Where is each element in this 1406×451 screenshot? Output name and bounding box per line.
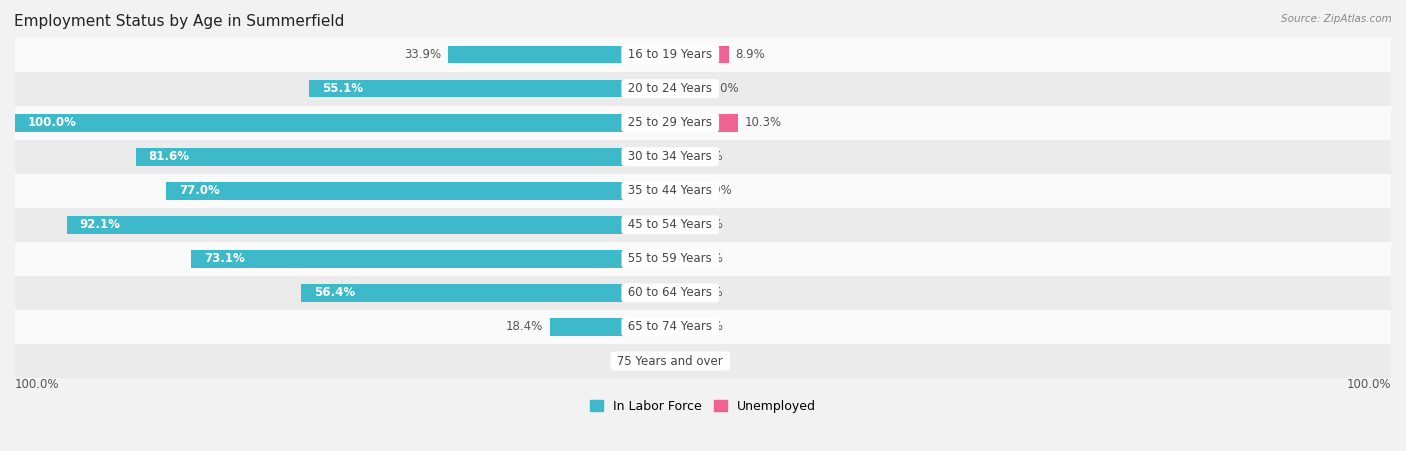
Text: 3.8%: 3.8% <box>609 354 638 368</box>
Bar <box>645 352 671 370</box>
Bar <box>15 37 1391 72</box>
Text: 100.0%: 100.0% <box>28 116 77 129</box>
Bar <box>301 284 671 302</box>
Bar <box>166 182 671 200</box>
Text: 8.9%: 8.9% <box>735 48 765 61</box>
Text: 33.9%: 33.9% <box>405 48 441 61</box>
Text: 2.1%: 2.1% <box>693 253 723 265</box>
Text: 60 to 64 Years: 60 to 64 Years <box>624 286 716 299</box>
Text: 81.6%: 81.6% <box>149 150 190 163</box>
Legend: In Labor Force, Unemployed: In Labor Force, Unemployed <box>591 400 815 413</box>
Text: 77.0%: 77.0% <box>179 184 219 197</box>
Bar <box>671 250 686 268</box>
Bar <box>15 310 1391 344</box>
Bar <box>15 276 1391 310</box>
Text: 0.0%: 0.0% <box>693 354 723 368</box>
Text: 18.4%: 18.4% <box>506 321 543 333</box>
Text: 56.4%: 56.4% <box>314 286 354 299</box>
Text: 30 to 34 Years: 30 to 34 Years <box>624 150 716 163</box>
Bar <box>15 140 1391 174</box>
Bar <box>671 46 728 64</box>
Text: 65 to 74 Years: 65 to 74 Years <box>624 321 716 333</box>
Bar <box>15 174 1391 208</box>
Text: 10.3%: 10.3% <box>744 116 782 129</box>
Bar <box>191 250 671 268</box>
Bar <box>671 80 703 97</box>
Text: 3.9%: 3.9% <box>703 184 733 197</box>
Bar <box>449 46 671 64</box>
Text: 35 to 44 Years: 35 to 44 Years <box>624 184 716 197</box>
Text: Employment Status by Age in Summerfield: Employment Status by Age in Summerfield <box>14 14 344 28</box>
Text: 0.0%: 0.0% <box>693 150 723 163</box>
Bar <box>550 318 671 336</box>
Bar <box>671 318 686 336</box>
Bar <box>15 344 1391 378</box>
Text: 16 to 19 Years: 16 to 19 Years <box>624 48 716 61</box>
Bar <box>15 114 671 132</box>
Text: Source: ZipAtlas.com: Source: ZipAtlas.com <box>1281 14 1392 23</box>
Text: 75 Years and over: 75 Years and over <box>613 354 727 368</box>
Text: 73.1%: 73.1% <box>204 253 245 265</box>
Bar <box>15 208 1391 242</box>
Text: 20 to 24 Years: 20 to 24 Years <box>624 82 716 95</box>
Bar <box>671 148 686 166</box>
Bar <box>15 106 1391 140</box>
Text: 5.0%: 5.0% <box>710 82 740 95</box>
Bar <box>309 80 671 97</box>
Text: 2.2%: 2.2% <box>693 321 723 333</box>
Bar <box>671 182 696 200</box>
Text: 25 to 29 Years: 25 to 29 Years <box>624 116 716 129</box>
Bar <box>66 216 671 234</box>
Bar <box>671 284 686 302</box>
Bar <box>135 148 671 166</box>
Bar <box>15 72 1391 106</box>
Text: 45 to 54 Years: 45 to 54 Years <box>624 218 716 231</box>
Text: 2.1%: 2.1% <box>693 218 723 231</box>
Text: 100.0%: 100.0% <box>1347 378 1391 391</box>
Bar <box>671 352 686 370</box>
Text: 55 to 59 Years: 55 to 59 Years <box>624 253 716 265</box>
Bar <box>671 114 738 132</box>
Text: 92.1%: 92.1% <box>80 218 121 231</box>
Text: 100.0%: 100.0% <box>15 378 59 391</box>
Text: 0.0%: 0.0% <box>693 286 723 299</box>
Bar <box>15 242 1391 276</box>
Bar <box>671 216 686 234</box>
Text: 55.1%: 55.1% <box>322 82 363 95</box>
